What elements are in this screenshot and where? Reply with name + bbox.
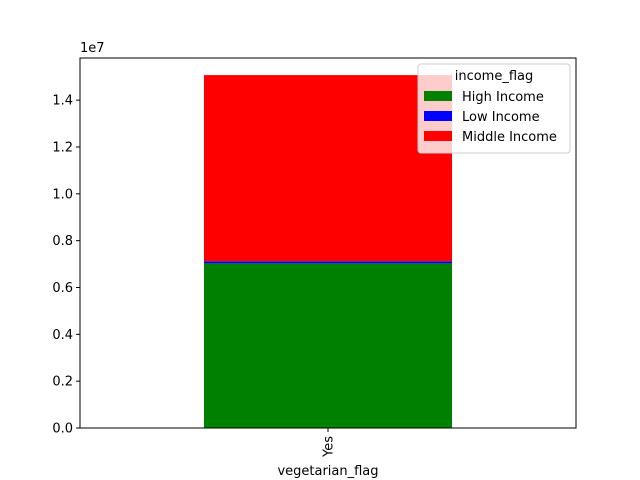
y-tick-label: 0.6 [52, 281, 73, 296]
x-axis: Yes [322, 428, 337, 458]
legend-label: High Income [462, 90, 544, 105]
legend-label: Middle Income [462, 130, 557, 145]
x-axis-label: vegetarian_flag [277, 464, 378, 479]
y-tick-label: 0.0 [52, 422, 73, 437]
y-axis: 0.0 0.2 0.4 0.6 0.8 1.0 1.2 1.4 [52, 94, 80, 437]
legend-label: Low Income [462, 110, 540, 125]
legend-swatch [424, 111, 452, 121]
bar-low-income-yes [204, 261, 452, 264]
legend-swatch [424, 131, 452, 141]
y-offset-text: 1e7 [80, 41, 105, 56]
legend: income_flag High Income Low Income Middle … [417, 63, 571, 154]
y-tick-label: 1.4 [52, 94, 73, 109]
legend-frame [417, 63, 571, 154]
y-tick-label: 1.2 [52, 140, 73, 155]
y-tick-label: 0.4 [52, 328, 73, 343]
bar-middle-income-yes [204, 75, 452, 262]
legend-title: income_flag [455, 69, 534, 84]
x-tick-label: Yes [322, 436, 337, 458]
legend-swatch [424, 91, 452, 101]
y-tick-label: 0.8 [52, 234, 73, 249]
y-tick-label: 0.2 [52, 375, 73, 390]
bar-layer [204, 75, 452, 428]
bar-high-income-yes [204, 263, 452, 428]
y-tick-label: 1.0 [52, 187, 73, 202]
